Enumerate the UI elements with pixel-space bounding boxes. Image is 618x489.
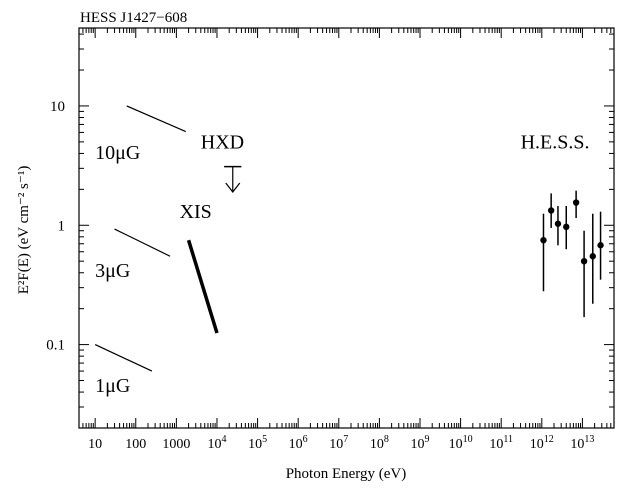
x-tick-label: 107 [329,434,348,452]
hess-point [572,199,580,206]
x-tick-label: 1010 [449,434,473,452]
hxd-arrow-head [225,182,241,193]
annotation: XIS [180,201,212,223]
x-tick-label: 1013 [570,434,594,452]
annotation: HXD [201,131,244,153]
x-axis-label: Photon Energy (eV) [286,466,407,482]
x-tick-label: 1012 [530,434,554,452]
hess-point [554,220,562,227]
x-tick-label: 106 [289,434,308,452]
plot-frame [78,27,615,429]
hess-point [597,242,604,249]
x-tick-label: 108 [370,434,389,452]
y-tick-labels: 10 1 0.1 [46,99,65,354]
hess-series [540,190,604,318]
x-tick-label: 104 [207,434,226,452]
hess-point [589,253,596,260]
model-line [126,105,186,133]
x-tick-label: 10 [88,437,102,452]
x-tick-label: 100 [125,437,146,452]
hess-point [547,207,555,214]
chart-title: HESS J1427−608 [80,10,187,26]
x-tick-label: 1000 [162,437,190,452]
xis-line [186,239,219,334]
y-axis-label: E²F(E) (eV cm⁻² s⁻¹) [16,166,32,295]
model-line [114,228,171,257]
x-tick-label: 109 [410,434,429,452]
annotations: 10μG 3μG 1μG HXD XIS H.E.S.S. [95,131,589,397]
plot-axes [78,27,615,429]
x-tick-labels: 10 100 1000 104 105 106 107 108 109 1010 1011 1012 1… [88,434,594,452]
annotation: 3μG [95,260,130,282]
x-tick-label: 105 [248,434,267,452]
hess-point [540,236,547,244]
xis-series [186,239,219,334]
model-lines [94,105,186,372]
y-tick-label: 0.1 [46,338,65,354]
annotation: 10μG [95,142,140,164]
y-tick-label: 10 [50,99,65,115]
hxd-upper-limit [224,165,242,193]
annotation: H.E.S.S. [521,131,590,153]
annotation: 1μG [95,375,130,397]
hess-point [580,257,588,265]
x-tick-label: 1011 [489,434,513,452]
model-line [94,344,153,372]
hess-point [563,223,570,231]
y-tick-label: 1 [58,218,66,234]
